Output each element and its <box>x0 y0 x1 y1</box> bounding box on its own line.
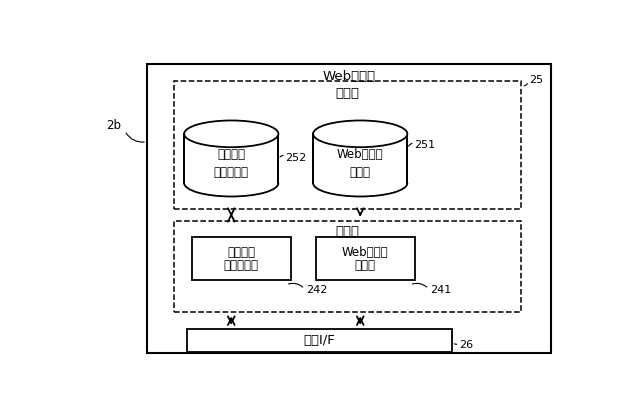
Bar <box>174 81 522 209</box>
Text: 26: 26 <box>460 340 474 351</box>
Text: アクセス: アクセス <box>227 247 255 259</box>
Polygon shape <box>184 134 278 183</box>
Text: 履歴蓄積部: 履歴蓄積部 <box>214 166 249 178</box>
Ellipse shape <box>313 121 407 147</box>
Ellipse shape <box>184 121 278 147</box>
Text: 252: 252 <box>285 153 306 163</box>
Bar <box>147 64 551 353</box>
Bar <box>316 237 415 280</box>
Text: 通信I/F: 通信I/F <box>303 335 335 347</box>
Bar <box>174 221 522 312</box>
Text: 配信部: 配信部 <box>355 259 376 272</box>
Text: 2b: 2b <box>106 119 121 133</box>
Polygon shape <box>313 134 407 183</box>
Text: 241: 241 <box>429 285 451 294</box>
Text: 履歴記録部: 履歴記録部 <box>224 259 259 272</box>
Text: 制御部: 制御部 <box>336 225 360 238</box>
Bar <box>191 237 291 280</box>
Text: アクセス: アクセス <box>218 148 245 161</box>
Text: Webサーバ: Webサーバ <box>323 70 376 83</box>
Text: 242: 242 <box>306 285 327 294</box>
Text: Webデータ: Webデータ <box>337 148 383 161</box>
Bar <box>187 330 452 352</box>
Text: 記憶部: 記憶部 <box>336 87 360 100</box>
Text: 蓄積部: 蓄積部 <box>349 166 371 178</box>
Text: Webデータ: Webデータ <box>342 247 388 259</box>
Text: 25: 25 <box>529 75 543 85</box>
Text: 251: 251 <box>414 140 435 150</box>
